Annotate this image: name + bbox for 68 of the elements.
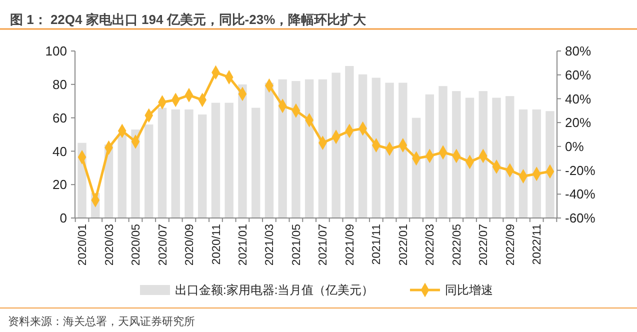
- y-tick-label: 20: [52, 177, 67, 192]
- bar: [546, 111, 554, 218]
- x-tick-label: 2021/09: [344, 224, 356, 266]
- text: 资料来源：海关总署，天风证券研究所: [8, 315, 195, 328]
- bar: [224, 102, 234, 218]
- x-tick-label: 2021/07: [318, 224, 330, 266]
- bar: [506, 96, 514, 218]
- bar: [304, 79, 314, 218]
- y2-tick-label: 80%: [565, 44, 592, 59]
- x-tick-label: 2022/11: [532, 224, 544, 265]
- bar: [438, 86, 448, 218]
- bar: [372, 78, 381, 218]
- legend-label: 出口金额:家用电器:当月值（亿美元）: [175, 283, 374, 298]
- bar: [292, 81, 300, 218]
- x-tick-label: 2020/09: [184, 224, 196, 266]
- x-tick-label: 2022/07: [478, 224, 490, 266]
- y2-tick-label: 20%: [565, 115, 592, 130]
- bar: [264, 82, 274, 218]
- bar: [198, 114, 207, 218]
- x-tick-label: 2022/09: [504, 224, 517, 266]
- bar: [385, 82, 394, 218]
- y2-tick-label: 40%: [565, 91, 592, 106]
- x-tick-label: 2020/07: [157, 224, 170, 266]
- bar: [518, 109, 528, 218]
- bar: [398, 82, 408, 218]
- x-tick-label: 2021/05: [290, 224, 303, 266]
- bar: [278, 79, 287, 218]
- bar: [412, 118, 421, 218]
- bar: [425, 94, 434, 218]
- bar: [358, 74, 368, 218]
- x-tick-label: 2021/11: [371, 224, 384, 265]
- x-tick-label: 2021/03: [264, 224, 276, 266]
- x-tick-label: 2022/05: [451, 224, 464, 266]
- bar: [492, 98, 501, 218]
- y2-tick-label: -60%: [565, 210, 596, 226]
- x-tick-label: 2022/03: [424, 224, 437, 266]
- x-tick-label: 2020/01: [77, 224, 90, 266]
- bar: [345, 66, 354, 218]
- x-tick-label: 2020/05: [130, 224, 143, 266]
- bar: [332, 72, 340, 218]
- y2-tick-label: -40%: [565, 186, 596, 202]
- bar: [158, 108, 167, 218]
- y2-tick-label: 60%: [565, 67, 592, 82]
- chart-title: 图 1： 22Q4 家电出口 194 亿美元，同比-23%，降幅环比扩大: [10, 12, 368, 27]
- y2-tick-label: -20%: [565, 162, 596, 178]
- y-tick-label: 0: [60, 210, 67, 226]
- bar: [251, 108, 260, 218]
- bar: [211, 102, 220, 218]
- y-tick-label: 60: [52, 110, 67, 126]
- bar: [452, 91, 461, 218]
- bar: [532, 109, 541, 218]
- bar: [465, 98, 474, 218]
- y-tick-label: 100: [45, 44, 67, 59]
- bar: [118, 134, 126, 218]
- y2-tick-label: 0%: [565, 138, 584, 154]
- x-tick-label: 2020/03: [104, 224, 116, 266]
- bar: [171, 109, 180, 218]
- bar: [184, 109, 194, 218]
- bar: [318, 79, 328, 218]
- x-tick-label: 2020/11: [210, 224, 223, 265]
- bar: [144, 124, 154, 218]
- y-tick-label: 80: [52, 76, 67, 92]
- legend-label: 同比增速: [445, 283, 493, 298]
- x-tick-label: 2021/01: [237, 224, 250, 266]
- y-tick-label: 40: [52, 144, 67, 159]
- bar: [238, 84, 247, 218]
- x-tick-label: 2022/01: [398, 224, 410, 266]
- bar: [478, 91, 488, 218]
